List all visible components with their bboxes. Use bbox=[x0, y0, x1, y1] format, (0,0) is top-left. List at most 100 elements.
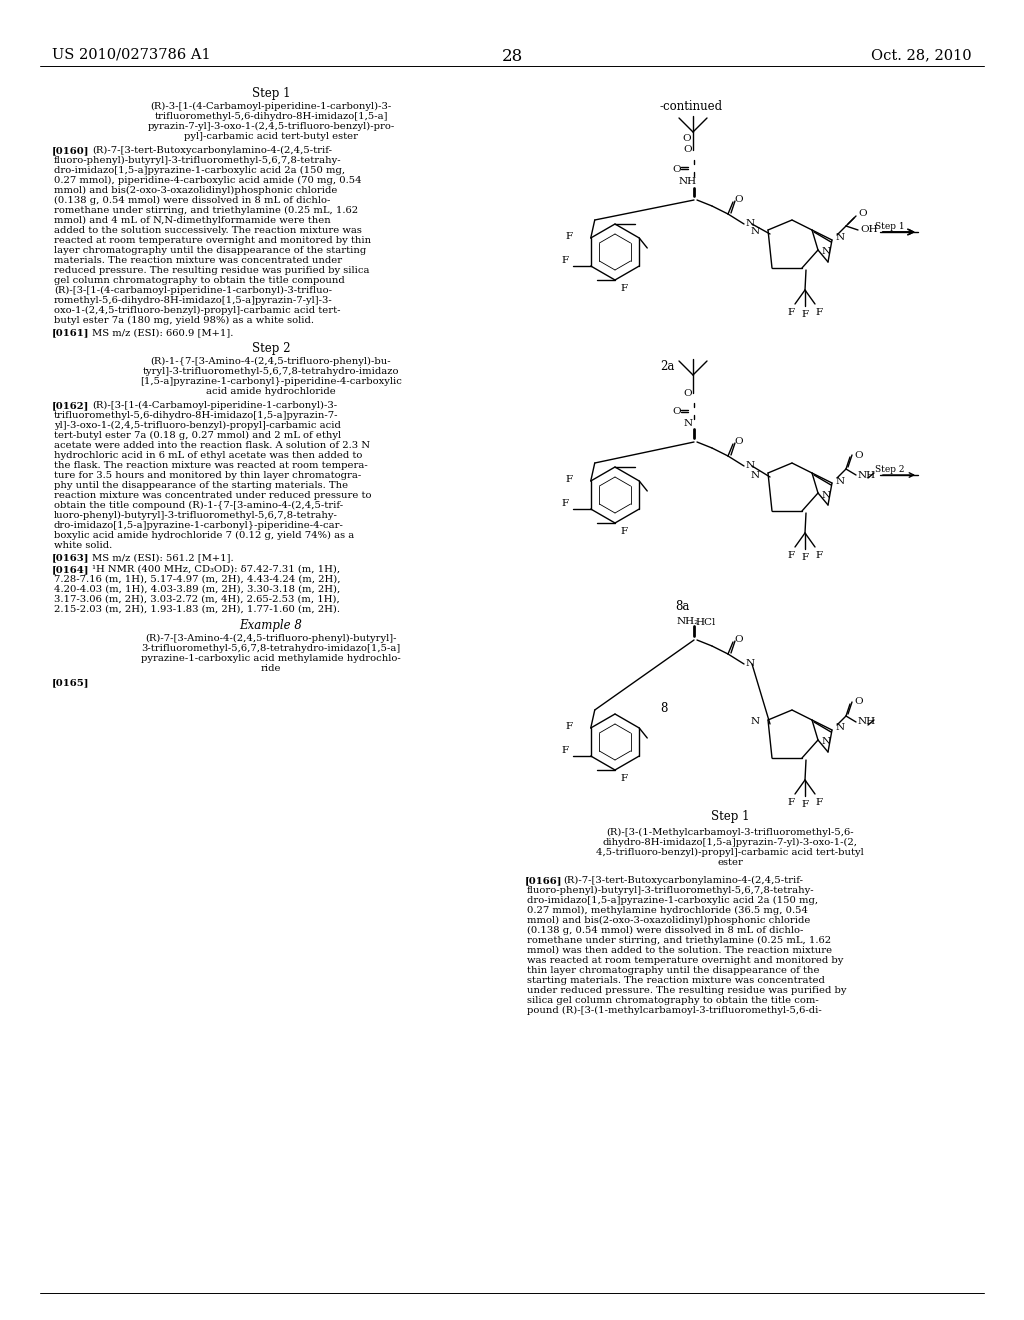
Text: dro-imidazo[1,5-a]pyrazine-1-carboxylic acid 2a (150 mg,: dro-imidazo[1,5-a]pyrazine-1-carboxylic … bbox=[527, 896, 818, 906]
Text: Step 1: Step 1 bbox=[711, 810, 750, 822]
Text: [0161]: [0161] bbox=[52, 327, 89, 337]
Text: MS m/z (ESI): 660.9 [M+1].: MS m/z (ESI): 660.9 [M+1]. bbox=[92, 327, 233, 337]
Text: obtain the title compound (R)-1-{7-[3-amino-4-(2,4,5-trif-: obtain the title compound (R)-1-{7-[3-am… bbox=[54, 502, 343, 510]
Text: [0164]: [0164] bbox=[52, 565, 89, 574]
Text: acetate were added into the reaction flask. A solution of 2.3 N: acetate were added into the reaction fla… bbox=[54, 441, 370, 450]
Text: NH₂: NH₂ bbox=[677, 618, 699, 627]
Text: O: O bbox=[684, 145, 692, 154]
Text: was reacted at room temperature overnight and monitored by: was reacted at room temperature overnigh… bbox=[527, 956, 844, 965]
Text: N: N bbox=[836, 723, 845, 733]
Text: N: N bbox=[746, 462, 755, 470]
Text: MS m/z (ESI): 561.2 [M+1].: MS m/z (ESI): 561.2 [M+1]. bbox=[92, 553, 233, 562]
Text: pyrazine-1-carboxylic acid methylamide hydrochlo-: pyrazine-1-carboxylic acid methylamide h… bbox=[141, 653, 400, 663]
Text: romethane under stirring, and triethylamine (0.25 mL, 1.62: romethane under stirring, and triethylam… bbox=[527, 936, 831, 945]
Text: pound (R)-[3-(1-methylcarbamoyl-3-trifluoromethyl-5,6-di-: pound (R)-[3-(1-methylcarbamoyl-3-triflu… bbox=[527, 1006, 821, 1015]
Text: [0166]: [0166] bbox=[525, 876, 562, 884]
Text: N: N bbox=[822, 738, 831, 747]
Text: O: O bbox=[683, 135, 691, 143]
Text: 8: 8 bbox=[660, 702, 668, 715]
Text: O: O bbox=[854, 450, 862, 459]
Text: Step 1: Step 1 bbox=[252, 87, 290, 100]
Text: mmol) and bis(2-oxo-3-oxazolidinyl)phosphonic chloride: mmol) and bis(2-oxo-3-oxazolidinyl)phosp… bbox=[54, 186, 337, 195]
Text: thin layer chromatography until the disappearance of the: thin layer chromatography until the disa… bbox=[527, 966, 819, 975]
Text: N: N bbox=[751, 718, 760, 726]
Text: N: N bbox=[751, 470, 760, 479]
Text: 0.27 mmol), methylamine hydrochloride (36.5 mg, 0.54: 0.27 mmol), methylamine hydrochloride (3… bbox=[527, 906, 808, 915]
Text: boxylic acid amide hydrochloride 7 (0.12 g, yield 74%) as a: boxylic acid amide hydrochloride 7 (0.12… bbox=[54, 531, 354, 540]
Text: reacted at room temperature overnight and monitored by thin: reacted at room temperature overnight an… bbox=[54, 236, 371, 246]
Text: F: F bbox=[801, 800, 808, 809]
Text: acid amide hydrochloride: acid amide hydrochloride bbox=[206, 387, 336, 396]
Text: 8a: 8a bbox=[675, 601, 689, 612]
Text: starting materials. The reaction mixture was concentrated: starting materials. The reaction mixture… bbox=[527, 975, 825, 985]
Text: O: O bbox=[673, 408, 681, 417]
Text: the flask. The reaction mixture was reacted at room tempera-: the flask. The reaction mixture was reac… bbox=[54, 461, 368, 470]
Text: (0.138 g, 0.54 mmol) were dissolved in 8 mL of dichlo-: (0.138 g, 0.54 mmol) were dissolved in 8… bbox=[54, 195, 331, 205]
Text: ture for 3.5 hours and monitored by thin layer chromatogra-: ture for 3.5 hours and monitored by thin… bbox=[54, 471, 361, 480]
Text: F: F bbox=[561, 746, 568, 755]
Text: ride: ride bbox=[261, 664, 282, 673]
Text: dro-imidazo[1,5-a]pyrazine-1-carbonyl}-piperidine-4-car-: dro-imidazo[1,5-a]pyrazine-1-carbonyl}-p… bbox=[54, 521, 344, 531]
Text: (R)-1-{7-[3-Amino-4-(2,4,5-trifluoro-phenyl)-bu-: (R)-1-{7-[3-Amino-4-(2,4,5-trifluoro-phe… bbox=[151, 356, 391, 366]
Text: F: F bbox=[565, 232, 572, 242]
Text: N: N bbox=[746, 219, 755, 228]
Text: mmol) and 4 mL of N,N-dimethylformamide were then: mmol) and 4 mL of N,N-dimethylformamide … bbox=[54, 216, 331, 226]
Text: dihydro-8H-imidazo[1,5-a]pyrazin-7-yl)-3-oxo-1-(2,: dihydro-8H-imidazo[1,5-a]pyrazin-7-yl)-3… bbox=[602, 838, 857, 847]
Text: under reduced pressure. The resulting residue was purified by: under reduced pressure. The resulting re… bbox=[527, 986, 847, 995]
Text: (R)-[3-[1-(4-carbamoyl-piperidine-1-carbonyl)-3-trifluo-: (R)-[3-[1-(4-carbamoyl-piperidine-1-carb… bbox=[54, 286, 332, 296]
Text: O: O bbox=[684, 388, 692, 397]
Text: romethyl-5,6-dihydro-8H-imidazo[1,5-a]pyrazin-7-yl]-3-: romethyl-5,6-dihydro-8H-imidazo[1,5-a]py… bbox=[54, 296, 333, 305]
Text: -continued: -continued bbox=[660, 100, 723, 114]
Text: Step 1: Step 1 bbox=[876, 222, 905, 231]
Text: N: N bbox=[751, 227, 760, 236]
Text: 4,5-trifluoro-benzyl)-propyl]-carbamic acid tert-butyl: 4,5-trifluoro-benzyl)-propyl]-carbamic a… bbox=[596, 847, 864, 857]
Text: F: F bbox=[787, 550, 795, 560]
Text: romethane under stirring, and triethylamine (0.25 mL, 1.62: romethane under stirring, and triethylam… bbox=[54, 206, 358, 215]
Text: US 2010/0273786 A1: US 2010/0273786 A1 bbox=[52, 48, 211, 62]
Text: NH: NH bbox=[679, 177, 697, 186]
Text: F: F bbox=[815, 799, 822, 807]
Text: (R)-[3-(1-Methylcarbamoyl-3-trifluoromethyl-5,6-: (R)-[3-(1-Methylcarbamoyl-3-trifluoromet… bbox=[606, 828, 854, 837]
Text: mmol) was then added to the solution. The reaction mixture: mmol) was then added to the solution. Th… bbox=[527, 946, 833, 954]
Text: N: N bbox=[836, 234, 845, 243]
Text: OH: OH bbox=[860, 226, 878, 235]
Text: 7.28-7.16 (m, 1H), 5.17-4.97 (m, 2H), 4.43-4.24 (m, 2H),: 7.28-7.16 (m, 1H), 5.17-4.97 (m, 2H), 4.… bbox=[54, 576, 341, 583]
Text: trifluoromethyl-5,6-dihydro-8H-imidazo[1,5-a]: trifluoromethyl-5,6-dihydro-8H-imidazo[1… bbox=[155, 112, 388, 121]
Text: O: O bbox=[734, 195, 742, 205]
Text: 2.15-2.03 (m, 2H), 1.93-1.83 (m, 2H), 1.77-1.60 (m, 2H).: 2.15-2.03 (m, 2H), 1.93-1.83 (m, 2H), 1.… bbox=[54, 605, 340, 614]
Text: added to the solution successively. The reaction mixture was: added to the solution successively. The … bbox=[54, 226, 361, 235]
Text: (R)-[3-[1-(4-Carbamoyl-piperidine-1-carbonyl)-3-: (R)-[3-[1-(4-Carbamoyl-piperidine-1-carb… bbox=[92, 401, 337, 411]
Text: luoro-phenyl)-butyryl]-3-trifluoromethyl-5,6,7,8-tetrahy-: luoro-phenyl)-butyryl]-3-trifluoromethyl… bbox=[54, 511, 338, 520]
Text: 2a: 2a bbox=[660, 360, 675, 374]
Text: pyrazin-7-yl]-3-oxo-1-(2,4,5-trifluoro-benzyl)-pro-: pyrazin-7-yl]-3-oxo-1-(2,4,5-trifluoro-b… bbox=[147, 121, 394, 131]
Text: Example 8: Example 8 bbox=[240, 619, 302, 632]
Text: F: F bbox=[621, 284, 628, 293]
Text: reaction mixture was concentrated under reduced pressure to: reaction mixture was concentrated under … bbox=[54, 491, 372, 500]
Text: ¹H NMR (400 MHz, CD₃OD): δ7.42-7.31 (m, 1H),: ¹H NMR (400 MHz, CD₃OD): δ7.42-7.31 (m, … bbox=[92, 565, 340, 574]
Text: F: F bbox=[621, 774, 628, 783]
Text: fluoro-phenyl)-butyryl]-3-trifluoromethyl-5,6,7,8-tetrahy-: fluoro-phenyl)-butyryl]-3-trifluoromethy… bbox=[54, 156, 342, 165]
Text: F: F bbox=[565, 722, 572, 731]
Text: F: F bbox=[801, 310, 808, 319]
Text: dro-imidazo[1,5-a]pyrazine-1-carboxylic acid 2a (150 mg,: dro-imidazo[1,5-a]pyrazine-1-carboxylic … bbox=[54, 166, 345, 176]
Text: gel column chromatography to obtain the title compound: gel column chromatography to obtain the … bbox=[54, 276, 345, 285]
Text: materials. The reaction mixture was concentrated under: materials. The reaction mixture was conc… bbox=[54, 256, 342, 265]
Text: [0165]: [0165] bbox=[52, 678, 89, 686]
Text: white solid.: white solid. bbox=[54, 541, 113, 550]
Text: hydrochloric acid in 6 mL of ethyl acetate was then added to: hydrochloric acid in 6 mL of ethyl aceta… bbox=[54, 451, 362, 459]
Text: O: O bbox=[734, 635, 742, 644]
Text: O: O bbox=[734, 437, 742, 446]
Text: F: F bbox=[787, 799, 795, 807]
Text: mmol) and bis(2-oxo-3-oxazolidinyl)phosphonic chloride: mmol) and bis(2-oxo-3-oxazolidinyl)phosp… bbox=[527, 916, 810, 925]
Text: (R)-3-[1-(4-Carbamoyl-piperidine-1-carbonyl)-3-: (R)-3-[1-(4-Carbamoyl-piperidine-1-carbo… bbox=[151, 102, 391, 111]
Text: NH: NH bbox=[858, 470, 877, 479]
Text: O: O bbox=[854, 697, 862, 706]
Text: F: F bbox=[565, 475, 572, 484]
Text: [0163]: [0163] bbox=[52, 553, 89, 562]
Text: F: F bbox=[561, 499, 568, 508]
Text: HCl: HCl bbox=[695, 618, 716, 627]
Text: O: O bbox=[673, 165, 681, 173]
Text: N: N bbox=[683, 420, 692, 429]
Text: (R)-7-[3-Amino-4-(2,4,5-trifluoro-phenyl)-butyryl]-: (R)-7-[3-Amino-4-(2,4,5-trifluoro-phenyl… bbox=[145, 634, 396, 643]
Text: trifluoromethyl-5,6-dihydro-8H-imidazo[1,5-a]pyrazin-7-: trifluoromethyl-5,6-dihydro-8H-imidazo[1… bbox=[54, 411, 339, 420]
